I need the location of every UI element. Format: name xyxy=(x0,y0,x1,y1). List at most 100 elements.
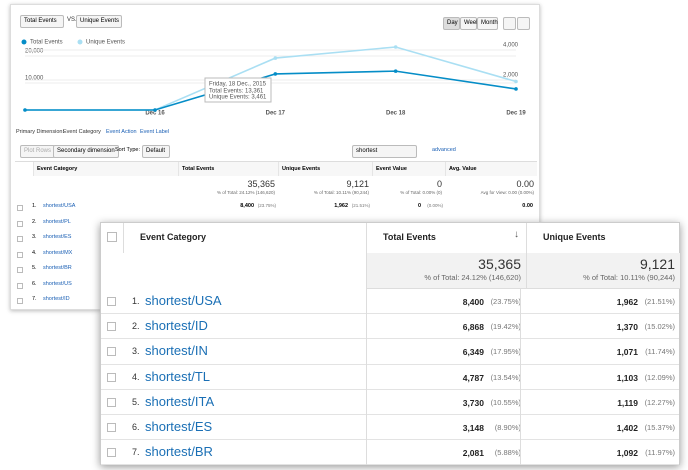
total-value: 0.00 xyxy=(516,179,534,189)
cell-value: 1,071 xyxy=(616,347,638,358)
row-checkbox[interactable] xyxy=(17,236,23,242)
row-link[interactable]: shortest/ES xyxy=(145,419,213,434)
row-border xyxy=(101,289,679,315)
row-index: 1. xyxy=(32,203,37,209)
cell-percent: (17.95%) xyxy=(490,347,521,357)
row-border xyxy=(101,390,679,415)
column-divider xyxy=(520,339,521,365)
row-link[interactable]: shortest/ES xyxy=(43,234,72,240)
row-link[interactable]: shortest/USA xyxy=(43,203,76,209)
sort-arrow: ↓ xyxy=(514,229,519,240)
cell-percent: (19.42%) xyxy=(490,322,521,332)
row-link[interactable]: shortest/US xyxy=(43,280,72,287)
chart-type-button[interactable] xyxy=(503,17,516,30)
header-checkbox[interactable] xyxy=(107,232,117,242)
cell-value: 6,868 xyxy=(462,322,484,333)
row-checkbox[interactable] xyxy=(17,205,23,211)
vs-label: VS. xyxy=(67,17,77,23)
row-index: 1. xyxy=(132,296,140,306)
row-index: 5. xyxy=(132,396,140,407)
metric-dropdown[interactable]: Total Events xyxy=(20,15,64,28)
row-checkbox[interactable] xyxy=(107,297,116,306)
row-checkbox[interactable] xyxy=(17,298,23,304)
column-header[interactable]: Unique Events xyxy=(526,223,680,253)
row-checkbox[interactable] xyxy=(107,397,116,407)
row-checkbox[interactable] xyxy=(17,282,23,289)
row-checkbox[interactable] xyxy=(107,372,116,382)
secondary-dimension[interactable]: Secondary dimension xyxy=(53,145,119,158)
cell-percent: (21.51%) xyxy=(644,297,675,306)
column-header: Avg. Value xyxy=(445,162,537,176)
row-checkbox[interactable] xyxy=(17,220,23,227)
row-index: 3. xyxy=(132,346,140,357)
x-tick-label: Dec 18 xyxy=(386,111,406,117)
total-percent: % of Total: 0.00% (0) xyxy=(400,190,442,195)
legend-swatch xyxy=(77,39,83,45)
column-divider xyxy=(520,415,521,441)
cell-value: 3,148 xyxy=(462,423,484,433)
tooltip-line: Total Events: 13,361 xyxy=(209,89,264,95)
column-divider xyxy=(520,289,521,315)
column-divider xyxy=(520,389,521,415)
row-checkbox[interactable] xyxy=(107,347,116,357)
legend-label: Unique Events xyxy=(86,40,125,46)
row-link[interactable]: shortest/USA xyxy=(145,293,222,308)
cell-percent: (11.97%) xyxy=(645,448,675,458)
row-index: 2. xyxy=(32,218,37,225)
search-box[interactable]: shortest xyxy=(352,145,417,158)
row-link[interactable]: shortest/BR xyxy=(43,265,72,271)
x-tick-label: Dec 19 xyxy=(506,111,526,117)
total-value: 9,121 xyxy=(346,179,369,189)
total-percent: % of Total: 24.12% (146,620) xyxy=(217,190,275,195)
column-divider xyxy=(520,440,521,466)
row-link[interactable]: shortest/MX xyxy=(43,249,73,256)
row-link[interactable]: shortest/ID xyxy=(145,318,208,334)
data-point xyxy=(514,79,518,84)
row-link[interactable]: shortest/IN xyxy=(145,343,208,359)
period-button[interactable]: Week xyxy=(460,17,479,30)
row-checkbox[interactable] xyxy=(107,448,116,458)
total-value: 0 xyxy=(436,179,442,189)
dimension-option[interactable]: Event Action xyxy=(106,129,137,135)
row-checkbox[interactable] xyxy=(17,251,23,258)
advanced-link[interactable]: advanced xyxy=(432,147,456,153)
column-header: Total Events xyxy=(178,162,278,176)
row-border xyxy=(101,440,679,466)
row-link[interactable]: shortest/PL xyxy=(43,218,71,225)
cell-value: 0.00 xyxy=(522,203,533,209)
metric-dropdown[interactable]: Unique Events xyxy=(76,15,122,28)
total-value: 35,365 xyxy=(478,256,521,272)
cell-percent: (11.74%) xyxy=(645,347,675,357)
sort-label: Sort Type: xyxy=(115,147,140,153)
period-button[interactable]: Month xyxy=(477,17,498,30)
row-checkbox[interactable] xyxy=(107,322,116,332)
chart-type-button[interactable] xyxy=(517,17,530,30)
row-link[interactable]: shortest/TL xyxy=(145,368,211,384)
row-index: 6. xyxy=(132,422,140,432)
dimension-option[interactable]: Event Label xyxy=(140,129,170,135)
column-divider xyxy=(520,314,521,340)
cell-value: 0 xyxy=(417,203,421,209)
sort-dropdown[interactable]: Default xyxy=(142,145,170,158)
x-tick-label: Dec 17 xyxy=(266,111,286,117)
period-button[interactable]: Day xyxy=(443,17,460,30)
row-link[interactable]: shortest/BR xyxy=(145,444,213,460)
cell-value: 1,402 xyxy=(616,423,638,433)
cell-value: 4,787 xyxy=(462,372,484,383)
cell-value: 2,081 xyxy=(462,448,484,459)
row-checkbox[interactable] xyxy=(17,267,23,273)
cell-percent: (0.00%) xyxy=(427,203,443,208)
row-index: 4. xyxy=(32,249,37,256)
dimension-label: Primary Dimension: xyxy=(16,129,64,135)
row-link[interactable]: shortest/ITA xyxy=(145,393,215,409)
plot-rows-button[interactable]: Plot Rows xyxy=(20,145,56,158)
cell-value: 8,400 xyxy=(462,297,484,307)
row-link[interactable]: shortest/ID xyxy=(43,296,70,302)
row-checkbox[interactable] xyxy=(107,423,116,432)
cell-percent: (21.51%) xyxy=(351,203,370,208)
column-divider xyxy=(366,314,367,340)
column-header[interactable]: Event Category xyxy=(123,223,366,253)
column-header[interactable]: Total Events xyxy=(366,223,526,253)
cell-percent: (15.02%) xyxy=(644,322,675,332)
